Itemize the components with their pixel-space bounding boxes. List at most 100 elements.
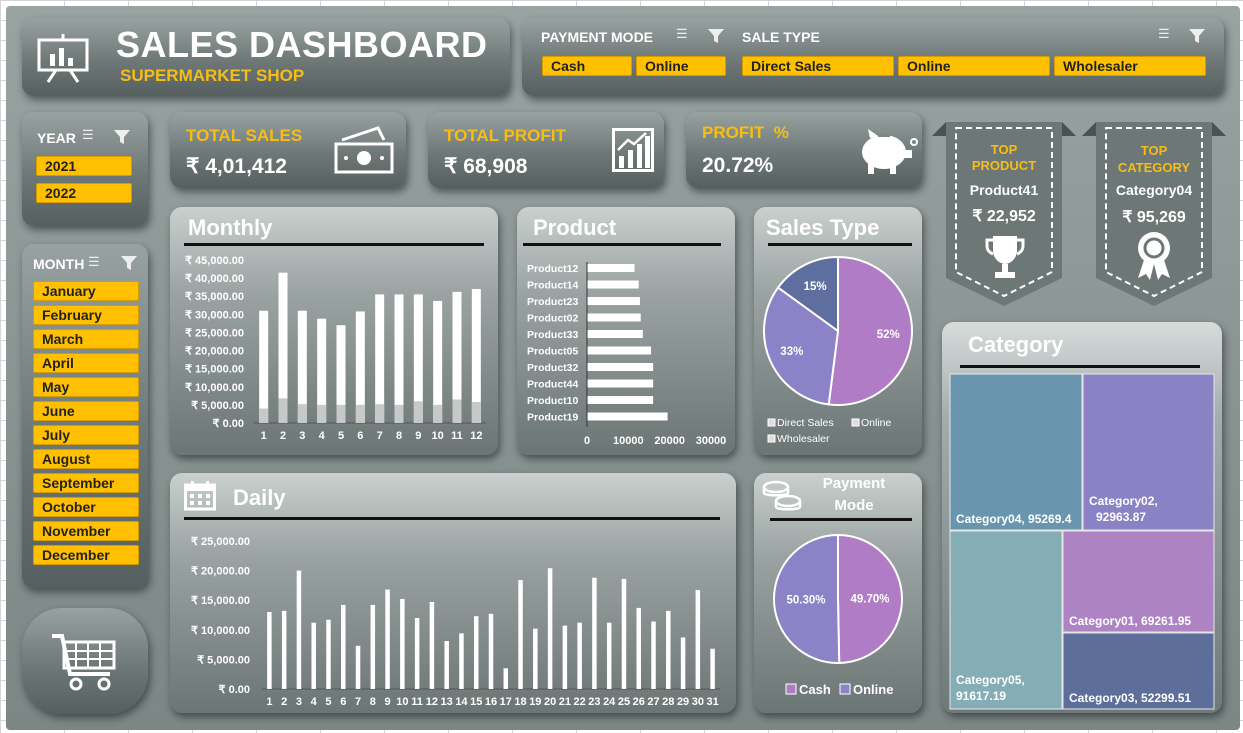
y-tick-label: ₹ 45,000.00 [185, 255, 244, 267]
x-tick-label: 14 [455, 696, 468, 708]
daily-bar [621, 578, 627, 689]
y-tick-label: ₹ 15,000.00 [191, 595, 250, 607]
sales-type-chart-card: Sales Type 52% 33% 15% Direct Sales Online Wh… [754, 207, 922, 455]
month-may-button[interactable]: May [33, 377, 139, 397]
monthly-bar [394, 294, 404, 423]
daily-bar [281, 610, 287, 689]
product-label: Product12 [527, 263, 579, 275]
year-2021-button[interactable]: 2021 [36, 156, 132, 176]
treemap-label: Category04, 95269.4 [956, 512, 1072, 526]
y-tick-label: ₹ 20,000.00 [191, 566, 250, 578]
daily-bar [429, 601, 435, 689]
x-tick-label: 2 [280, 430, 286, 442]
month-january-button[interactable]: January [33, 281, 139, 301]
monthly-bar [336, 325, 346, 423]
month-slicer-title: MONTH [33, 256, 85, 272]
multi-select-icon[interactable]: ☰ [88, 254, 100, 269]
x-tick-label: 23 [588, 696, 600, 708]
payment-mode-cash-button[interactable]: Cash [542, 56, 632, 76]
sale-type-online-button[interactable]: Online [898, 56, 1050, 76]
product-bar [587, 264, 635, 272]
daily-bar [459, 633, 464, 689]
monthly-bar-base [317, 404, 327, 423]
x-tick-label: 15 [470, 696, 482, 708]
treemap-tile [949, 373, 1083, 531]
total-sales-kpi: TOTAL SALES ₹ 4,01,412 [170, 112, 406, 188]
daily-bar [267, 612, 272, 689]
month-november-button[interactable]: November [33, 521, 139, 541]
monthly-bar-base [394, 404, 404, 423]
clear-filter-icon[interactable] [114, 130, 130, 144]
profit-percent-value: 20.72% [702, 154, 774, 177]
product-label: Product33 [527, 329, 579, 341]
month-december-button[interactable]: December [33, 545, 139, 565]
growth-chart-icon [612, 128, 654, 172]
clear-filter-icon[interactable] [1189, 29, 1205, 43]
x-tick-label: 20000 [654, 435, 685, 447]
monthly-bar [278, 272, 288, 423]
payment-mode-pie-slice [837, 533, 904, 665]
y-tick-label: ₹ 25,000.00 [191, 536, 250, 548]
sales-type-chart-title: Sales Type [766, 215, 880, 240]
month-march-button[interactable]: March [33, 329, 139, 349]
daily-bar [695, 590, 701, 689]
x-tick-label: 11 [451, 430, 463, 442]
category-chart-title: Category [968, 332, 1064, 357]
x-tick-label: 12 [426, 696, 438, 708]
payment-mode-slicer-title: PAYMENT MODE [541, 29, 654, 45]
monthly-bar [452, 291, 462, 423]
x-tick-label: 29 [677, 696, 689, 708]
title-underline [768, 243, 912, 246]
total-sales-label: TOTAL SALES [186, 126, 303, 145]
product-bar [587, 412, 668, 421]
daily-bar [636, 607, 641, 689]
month-august-button[interactable]: August [33, 449, 139, 469]
title-underline [184, 243, 484, 246]
title-underline [184, 517, 720, 520]
legend-label: Online [853, 682, 893, 697]
daily-bar [385, 589, 390, 689]
monthly-bar [375, 294, 385, 423]
piggy-bank-icon [862, 129, 918, 174]
y-tick-label: ₹ 25,000.00 [185, 327, 244, 339]
multi-select-icon[interactable]: ☰ [676, 26, 688, 41]
month-september-button[interactable]: September [33, 473, 139, 493]
month-july-button[interactable]: July [33, 425, 139, 445]
x-tick-label: 30000 [696, 435, 727, 447]
x-tick-label: 20 [544, 696, 556, 708]
monthly-bar [259, 310, 269, 423]
product-bar [587, 313, 641, 322]
month-june-button[interactable]: June [33, 401, 139, 421]
x-tick-label: 6 [357, 430, 363, 442]
multi-select-icon[interactable]: ☰ [1158, 26, 1170, 41]
treemap-tile [1062, 632, 1215, 710]
top-category-value: ₹ 95,269 [1122, 209, 1186, 226]
x-tick-label: 7 [377, 430, 383, 442]
category-treemap: Category04, 95269.4 Category02, 92963.87 Ca… [949, 373, 1215, 710]
trophy-icon [985, 236, 1025, 278]
sale-type-direct-sales-button[interactable]: Direct Sales [742, 56, 894, 76]
x-tick-label: 25 [618, 696, 630, 708]
daily-bar [562, 625, 568, 689]
sale-type-wholesaler-button[interactable]: Wholesaler [1054, 56, 1206, 76]
clear-filter-icon[interactable] [708, 29, 724, 43]
x-tick-label: 22 [574, 696, 586, 708]
monthly-bar [317, 318, 327, 423]
daily-bar [547, 568, 553, 689]
multi-select-icon[interactable]: ☰ [82, 127, 94, 142]
payment-mode-online-button[interactable]: Online [636, 56, 726, 76]
product-label: Product14 [527, 280, 579, 292]
x-tick-label: 8 [370, 696, 376, 708]
payment-mode-chart-title-line1: Payment [822, 475, 886, 492]
month-february-button[interactable]: February [33, 305, 139, 325]
month-april-button[interactable]: April [33, 353, 139, 373]
treemap-tile [1082, 373, 1215, 531]
money-icon [334, 126, 394, 174]
legend-label: Online [861, 417, 892, 429]
month-october-button[interactable]: October [33, 497, 139, 517]
clear-filter-icon[interactable] [121, 256, 137, 270]
product-label: Product10 [527, 395, 579, 407]
treemap-label: Category02, [1089, 494, 1158, 508]
header-card: SALES DASHBOARD SUPERMARKET SHOP [22, 18, 510, 96]
year-2022-button[interactable]: 2022 [36, 183, 132, 203]
